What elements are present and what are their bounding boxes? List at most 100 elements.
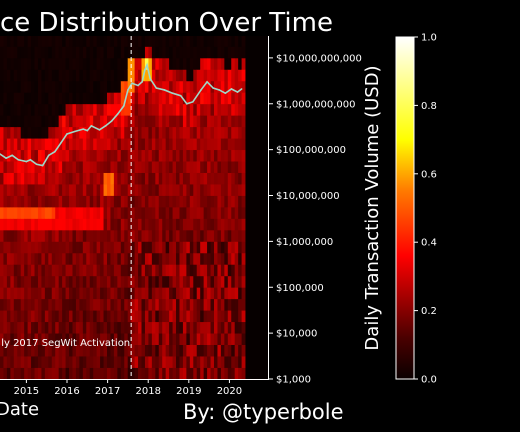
heatmap-cell	[13, 367, 18, 379]
heatmap-cell	[31, 321, 35, 334]
heatmap-cell	[131, 103, 136, 116]
heatmap-cell	[75, 321, 80, 334]
heatmap-cell	[148, 252, 153, 265]
heatmap-cell	[162, 298, 167, 311]
heatmap-cell	[203, 206, 208, 219]
heatmap-cell	[186, 69, 191, 82]
heatmap-cell	[86, 206, 91, 219]
chart-title: ce Distribution Over Time	[0, 8, 333, 38]
heatmap-cell	[220, 92, 225, 105]
heatmap-cell	[165, 172, 170, 185]
heatmap-cell	[200, 367, 205, 379]
heatmap-cell	[37, 69, 42, 82]
heatmap-cell	[134, 195, 139, 208]
heatmap-cell	[103, 80, 108, 93]
heatmap-cell	[179, 321, 184, 334]
heatmap-cell	[41, 252, 46, 265]
heatmap-cell	[48, 218, 53, 231]
heatmap-cell	[17, 344, 22, 357]
heatmap-cell	[231, 57, 236, 70]
heatmap-cell	[176, 367, 180, 379]
heatmap-cell	[220, 172, 225, 185]
heatmap-cell	[120, 275, 125, 288]
heatmap-cell	[162, 310, 167, 323]
heatmap-cell	[34, 229, 39, 242]
heatmap-cell	[234, 80, 239, 93]
heatmap-cell	[176, 80, 180, 93]
heatmap-cell	[13, 195, 18, 208]
heatmap-cell	[172, 229, 177, 242]
heatmap-cell	[31, 252, 35, 265]
heatmap-cell	[107, 298, 111, 311]
heatmap-cell	[131, 298, 136, 311]
heatmap-cell	[193, 229, 198, 242]
heatmap-cell	[24, 321, 29, 334]
heatmap-cell	[103, 149, 108, 162]
heatmap-cell	[27, 126, 32, 139]
heatmap-cell	[162, 69, 167, 82]
heatmap-cell	[172, 310, 177, 323]
heatmap-cell	[241, 218, 246, 231]
heatmap-cell	[169, 310, 173, 323]
heatmap-cell	[193, 172, 198, 185]
heatmap-cell	[31, 229, 35, 242]
heatmap-cell	[158, 80, 163, 93]
heatmap-cell	[82, 333, 87, 345]
heatmap-cell	[113, 195, 118, 208]
heatmap-cell	[151, 287, 156, 300]
heatmap-cell	[189, 57, 194, 70]
heatmap-cell	[107, 138, 111, 151]
heatmap-cell	[234, 36, 239, 47]
x-tick-label: 2015	[14, 386, 39, 397]
heatmap-cell	[86, 298, 91, 311]
heatmap-cell	[138, 356, 142, 368]
heatmap-cell	[207, 115, 211, 128]
heatmap-cell	[103, 69, 108, 82]
heatmap-cell	[72, 195, 77, 208]
heatmap-cell	[34, 218, 39, 231]
heatmap-cell	[100, 161, 104, 173]
heatmap-cell	[65, 92, 70, 105]
heatmap-cell	[231, 126, 236, 139]
heatmap-cell	[224, 298, 229, 311]
heatmap-cell	[103, 92, 108, 105]
heatmap-cell	[24, 149, 29, 162]
heatmap-cell	[93, 126, 98, 139]
heatmap-cell	[134, 80, 139, 93]
heatmap-cell	[203, 310, 208, 323]
heatmap-cell	[241, 241, 246, 254]
heatmap-cell	[238, 275, 242, 288]
heatmap-cell	[51, 218, 56, 231]
heatmap-cell	[207, 264, 211, 277]
heatmap-cell	[93, 36, 98, 47]
heatmap-cell	[238, 172, 242, 185]
heatmap-cell	[31, 57, 35, 70]
heatmap-cell	[13, 126, 18, 139]
heatmap-cell	[217, 356, 222, 368]
heatmap-cell	[0, 229, 4, 242]
heatmap-cell	[100, 241, 104, 254]
heatmap-cell	[44, 195, 49, 208]
heatmap-cell	[20, 206, 25, 219]
heatmap-cell	[62, 92, 66, 105]
heatmap-cell	[141, 184, 146, 196]
heatmap-cell	[162, 80, 167, 93]
heatmap-cell	[100, 103, 104, 116]
heatmap-cell	[148, 310, 153, 323]
heatmap-cell	[165, 275, 170, 288]
heatmap-cell	[34, 126, 39, 139]
heatmap-cell	[200, 115, 205, 128]
heatmap-cell	[13, 36, 18, 47]
heatmap-cell	[176, 287, 180, 300]
heatmap-cell	[41, 229, 46, 242]
heatmap-cell	[17, 36, 22, 47]
heatmap-cell	[151, 69, 156, 82]
heatmap-cell	[27, 298, 32, 311]
heatmap-cell	[179, 103, 184, 116]
heatmap-cell	[82, 344, 87, 357]
heatmap-cell	[169, 115, 173, 128]
heatmap-cell	[17, 264, 22, 277]
heatmap-cell	[176, 184, 180, 196]
price-point	[185, 102, 188, 105]
heatmap-cell	[200, 126, 205, 139]
